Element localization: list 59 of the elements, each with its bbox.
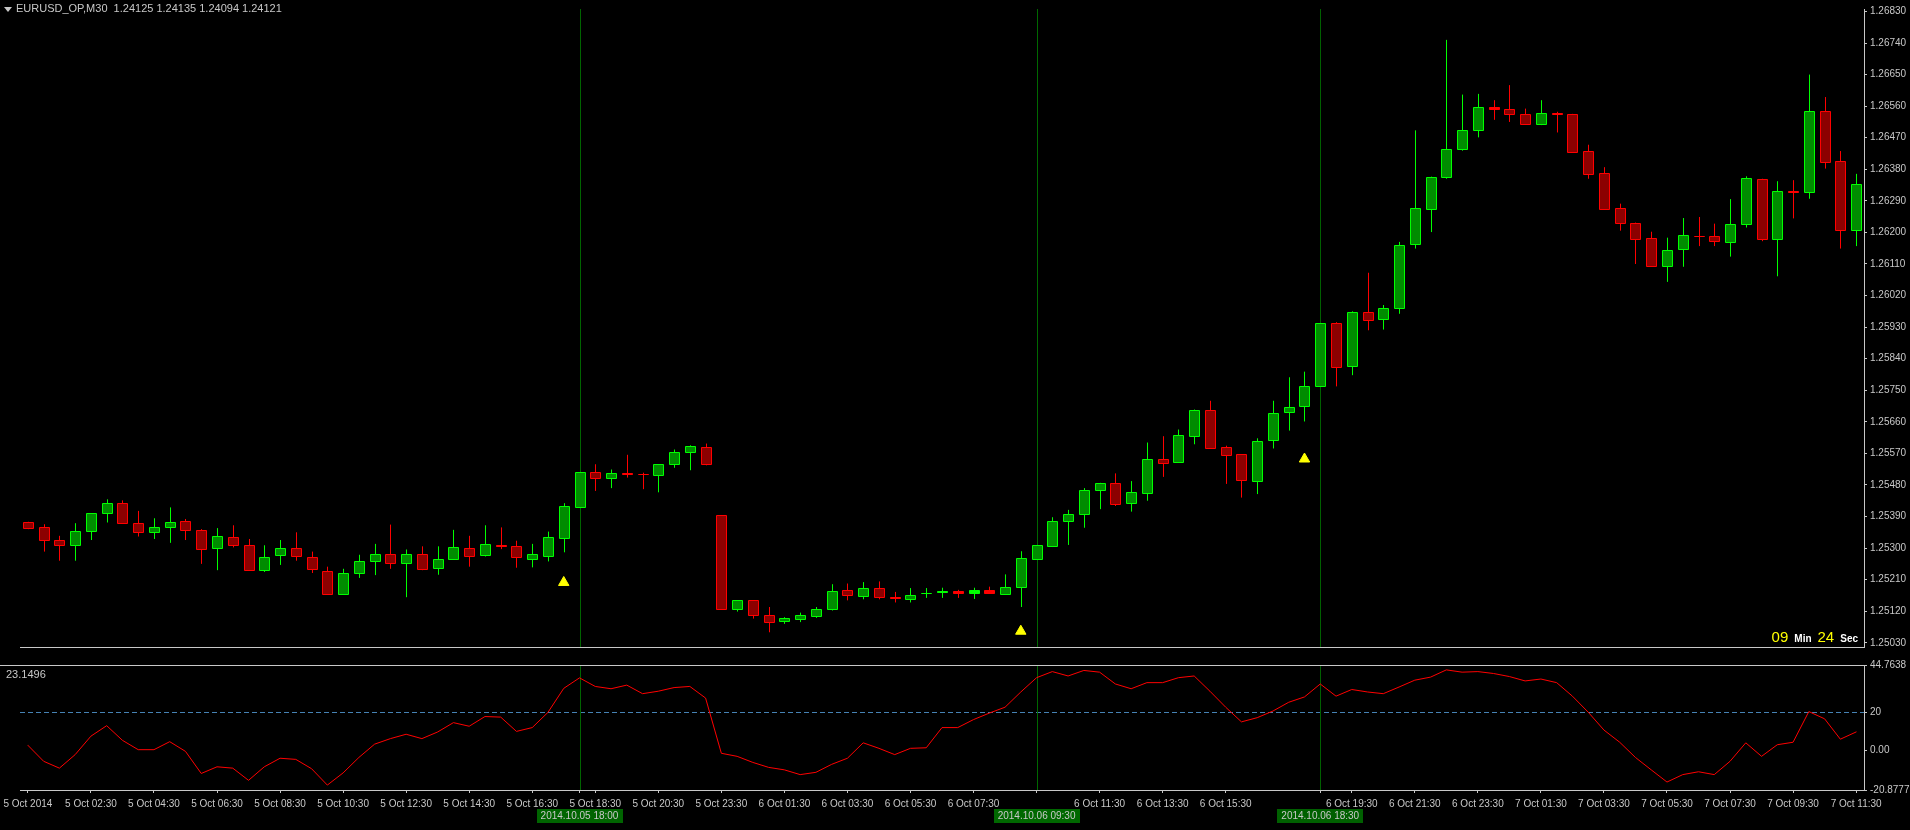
y-tick-label: 1.25750 [1870, 384, 1907, 396]
x-tick-label: 6 Oct 01:30 [758, 797, 811, 809]
annotation: 09 Min 24 Sec [1771, 628, 1859, 645]
x-tick-label: 6 Oct 03:30 [821, 797, 874, 809]
y-tick-label: 1.25840 [1870, 352, 1907, 364]
y-tick-label: 1.25120 [1870, 604, 1907, 616]
y-tick-label: 1.26830 [1870, 5, 1907, 17]
chart-title: 23.1496 [6, 667, 46, 680]
y-tick-label: 1.25570 [1870, 447, 1907, 459]
y-tick-label: -20.8777 [1870, 783, 1910, 795]
y-tick-label: 1.25930 [1870, 320, 1907, 332]
y-tick-label: 44.7638 [1870, 658, 1907, 670]
x-tick-label: 5 Oct 10:30 [317, 797, 370, 809]
x-tick-label: 5 Oct 12:30 [380, 797, 433, 809]
x-tick-label: 6 Oct 13:30 [1136, 797, 1189, 809]
x-tick-label: 5 Oct 23:30 [695, 797, 748, 809]
x-tick-label: 6 Oct 11:30 [1074, 797, 1126, 809]
y-tick-label: 20 [1870, 705, 1882, 717]
y-tick-label: 1.25390 [1870, 510, 1907, 522]
y-tick-label: 0.00 [1870, 743, 1890, 755]
x-tick-label: 5 Oct 14:30 [443, 797, 496, 809]
y-tick-label: 1.26110 [1870, 257, 1906, 269]
y-tick-label: 1.25300 [1870, 541, 1907, 553]
y-tick-label: 1.26650 [1870, 68, 1907, 80]
y-tick-label: 1.26020 [1870, 289, 1907, 301]
x-tick-label: 6 Oct 19:30 [1325, 797, 1379, 809]
y-tick-label: 1.26560 [1870, 99, 1907, 111]
x-tick-label: 5 Oct 2014 [3, 797, 53, 809]
x-tick-label: 2014.10.06 09:30 [997, 809, 1076, 821]
x-tick-label: 5 Oct 18:30 [569, 797, 622, 809]
x-tick-label: 6 Oct 05:30 [884, 797, 937, 809]
y-tick-label: 1.26380 [1870, 163, 1907, 175]
x-tick-label: 6 Oct 07:30 [947, 797, 1000, 809]
chart-title: EURUSD_OP,M30 1.24125 1.24135 1.24094 1.24121 [16, 1, 282, 14]
x-tick-label: 7 Oct 01:30 [1515, 797, 1568, 809]
x-tick-label: 7 Oct 11:30 [1830, 797, 1883, 809]
y-tick-label: 1.26290 [1870, 194, 1907, 206]
y-tick-label: 1.25210 [1870, 573, 1907, 585]
x-tick-label: 7 Oct 07:30 [1704, 797, 1757, 809]
y-tick-label: 1.25480 [1870, 478, 1907, 490]
y-tick-label: 1.26200 [1870, 226, 1907, 238]
x-tick-label: 5 Oct 02:30 [65, 797, 118, 809]
x-tick-label: 2014.10.06 18:30 [1281, 809, 1360, 821]
x-tick-label: 7 Oct 09:30 [1767, 797, 1820, 809]
x-tick-label: 5 Oct 04:30 [128, 797, 181, 809]
x-tick-label: 7 Oct 03:30 [1578, 797, 1631, 809]
y-tick-label: 1.26740 [1870, 36, 1907, 48]
x-tick-label: 6 Oct 15:30 [1199, 797, 1252, 809]
x-tick-label: 5 Oct 20:30 [632, 797, 685, 809]
x-tick-label: 2014.10.05 18:00 [540, 809, 619, 821]
y-tick-label: 1.25030 [1870, 636, 1907, 648]
x-tick-label: 5 Oct 16:30 [506, 797, 559, 809]
x-tick-label: 5 Oct 08:30 [254, 797, 307, 809]
x-tick-label: 6 Oct 21:30 [1388, 797, 1442, 809]
x-tick-label: 7 Oct 05:30 [1641, 797, 1694, 809]
y-tick-label: 1.26470 [1870, 131, 1907, 143]
y-tick-label: 1.25660 [1870, 415, 1907, 427]
x-tick-label: 6 Oct 23:30 [1452, 797, 1505, 809]
x-tick-label: 5 Oct 06:30 [191, 797, 244, 809]
